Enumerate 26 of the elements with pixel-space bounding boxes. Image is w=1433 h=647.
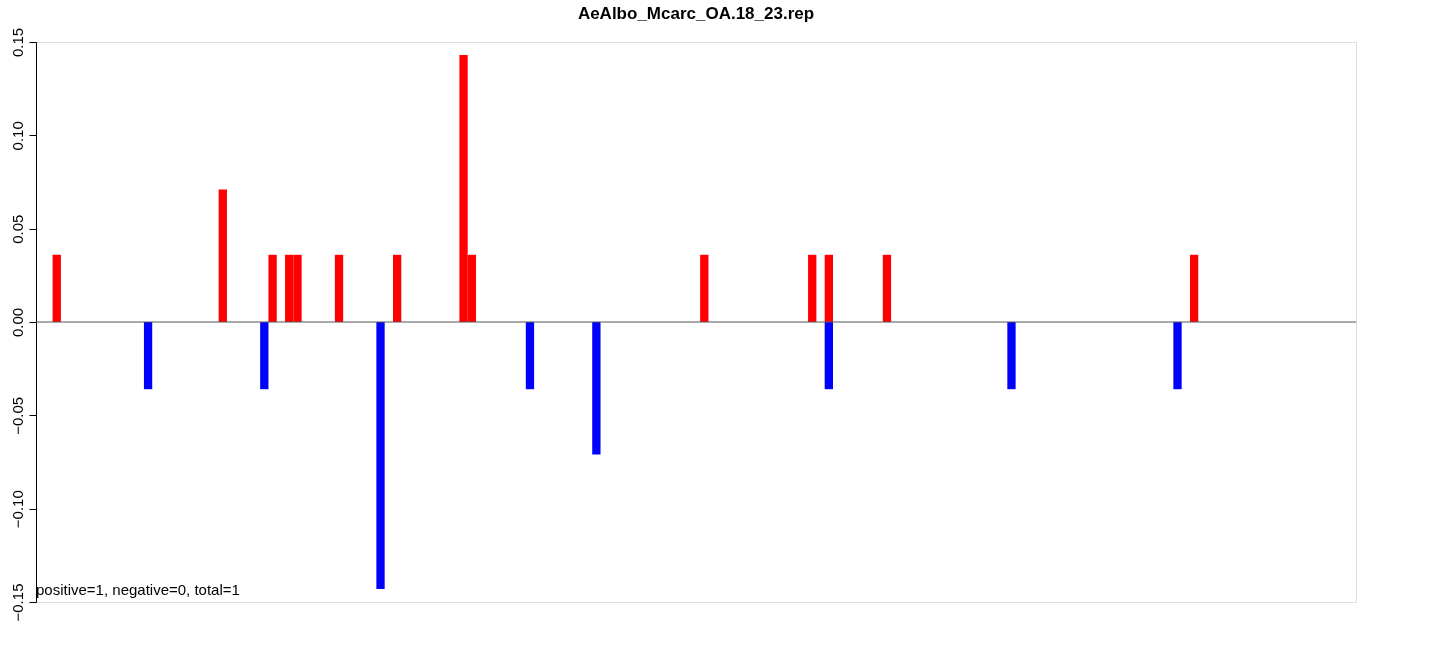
bar: [824, 254, 833, 322]
chart-title: AeAlbo_Mcarc_OA.18_23.rep: [577, 4, 815, 24]
bar: [392, 254, 402, 322]
y-tick-label: 0.10: [8, 121, 26, 151]
bar: [218, 189, 227, 322]
bar: [1189, 254, 1199, 322]
bar: [824, 322, 833, 390]
bar: [882, 254, 892, 322]
y-tick-label: −0.05: [8, 396, 26, 435]
annotation: positive=1, negative=0, total=1: [36, 581, 240, 598]
bar: [52, 254, 61, 322]
bar: [525, 322, 535, 390]
y-tick-label: 0.05: [8, 214, 26, 244]
y-tick-label: 0.15: [8, 27, 26, 58]
bar: [700, 254, 709, 322]
bar: [592, 322, 601, 455]
bar: [260, 322, 269, 390]
bar: [268, 254, 277, 322]
y-tick-label: −0.10: [8, 490, 26, 529]
bar: [143, 322, 153, 390]
bar: [808, 254, 817, 322]
bar: [1007, 322, 1016, 390]
bar: [1173, 322, 1182, 390]
bar: [334, 254, 344, 322]
y-tick-label: −0.15: [8, 583, 26, 622]
y-tick-label: 0.00: [8, 307, 26, 338]
